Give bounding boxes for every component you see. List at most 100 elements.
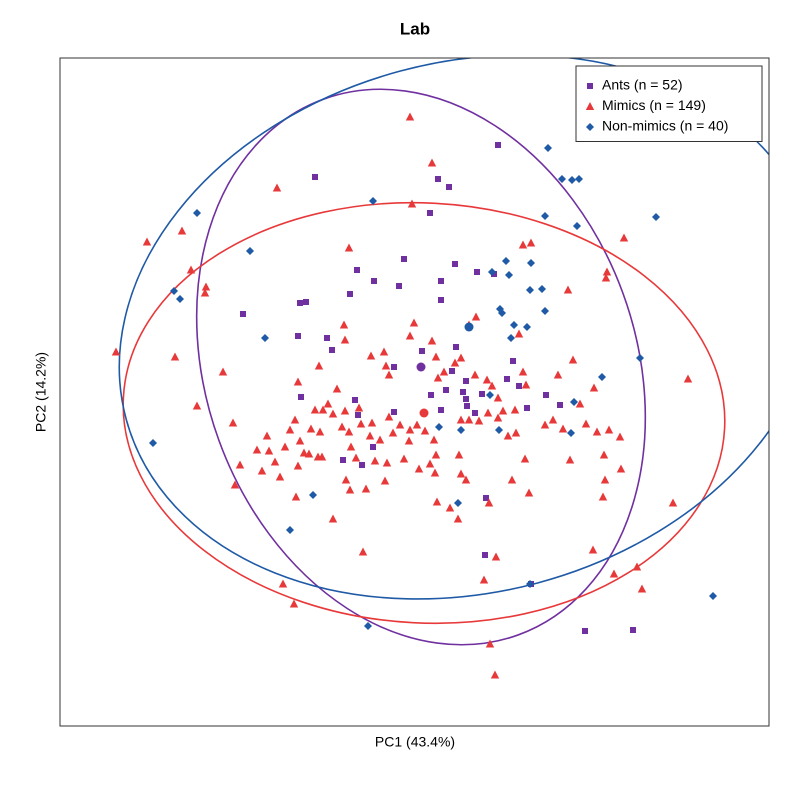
- point: [371, 278, 377, 284]
- point: [568, 176, 576, 184]
- point: [482, 552, 488, 558]
- legend-label: Mimics (n = 149): [602, 97, 706, 113]
- point: [401, 256, 407, 262]
- point: [382, 458, 392, 467]
- point: [201, 282, 211, 291]
- point: [304, 449, 314, 458]
- point: [541, 307, 549, 315]
- point: [298, 394, 304, 400]
- point: [683, 374, 693, 383]
- point: [600, 475, 610, 484]
- point: [592, 427, 602, 436]
- point: [375, 435, 385, 444]
- confidence-ellipse: [118, 58, 769, 600]
- point: [170, 352, 180, 361]
- point: [315, 427, 325, 436]
- centroid: [416, 362, 426, 372]
- point: [366, 351, 376, 360]
- point: [429, 435, 439, 444]
- point: [235, 460, 245, 469]
- point: [483, 495, 489, 501]
- point: [290, 415, 300, 424]
- plot-frame: [59, 57, 770, 727]
- point: [176, 295, 184, 303]
- point: [668, 498, 678, 507]
- point: [354, 267, 360, 273]
- point: [461, 475, 471, 484]
- point: [460, 389, 466, 395]
- point: [200, 288, 210, 297]
- point: [498, 309, 506, 317]
- point: [364, 622, 372, 630]
- point: [526, 580, 534, 588]
- point: [456, 415, 466, 424]
- legend: Ants (n = 52) Mimics (n = 149) Non-mimics …: [575, 65, 763, 142]
- point: [404, 436, 414, 445]
- point: [388, 428, 398, 437]
- point: [636, 354, 644, 362]
- point: [483, 408, 493, 417]
- point: [297, 300, 303, 306]
- point: [616, 464, 626, 473]
- point: [493, 393, 503, 402]
- point: [399, 454, 409, 463]
- legend-marker: [585, 102, 595, 110]
- point: [619, 233, 629, 242]
- point: [435, 423, 443, 431]
- point: [463, 396, 469, 402]
- point: [347, 291, 353, 297]
- point: [479, 575, 489, 584]
- point: [630, 627, 636, 633]
- point: [463, 378, 469, 384]
- point: [474, 416, 484, 425]
- point: [355, 412, 361, 418]
- legend-label: Ants (n = 52): [602, 77, 683, 93]
- point: [230, 480, 240, 489]
- point: [449, 368, 455, 374]
- point: [359, 462, 365, 468]
- point: [295, 436, 305, 445]
- point: [599, 450, 609, 459]
- point: [365, 431, 375, 440]
- point: [487, 381, 497, 390]
- legend-box: [575, 65, 763, 142]
- point: [358, 547, 368, 556]
- point: [354, 403, 364, 412]
- point: [310, 405, 320, 414]
- point: [396, 283, 402, 289]
- point: [111, 347, 121, 356]
- point: [615, 432, 625, 441]
- point: [514, 329, 524, 338]
- point: [632, 562, 642, 571]
- point: [427, 336, 437, 345]
- point: [177, 226, 187, 235]
- point: [538, 285, 546, 293]
- point: [573, 222, 581, 230]
- point: [490, 670, 500, 679]
- point: [427, 210, 433, 216]
- point: [523, 323, 531, 331]
- point: [518, 240, 528, 249]
- point: [438, 297, 444, 303]
- legend-marker: [586, 123, 594, 131]
- point: [518, 367, 528, 376]
- point: [445, 503, 455, 512]
- point: [493, 413, 503, 422]
- point: [503, 431, 513, 440]
- point: [637, 584, 647, 593]
- plot-area: [111, 58, 769, 679]
- point: [328, 514, 338, 523]
- point: [286, 526, 294, 534]
- point: [472, 410, 478, 416]
- point: [491, 552, 501, 561]
- point: [498, 406, 508, 415]
- point: [367, 418, 377, 427]
- point: [381, 361, 391, 370]
- point: [285, 425, 295, 434]
- point: [581, 419, 591, 428]
- point: [414, 464, 424, 473]
- point: [309, 491, 317, 499]
- point: [558, 175, 566, 183]
- point: [510, 358, 516, 364]
